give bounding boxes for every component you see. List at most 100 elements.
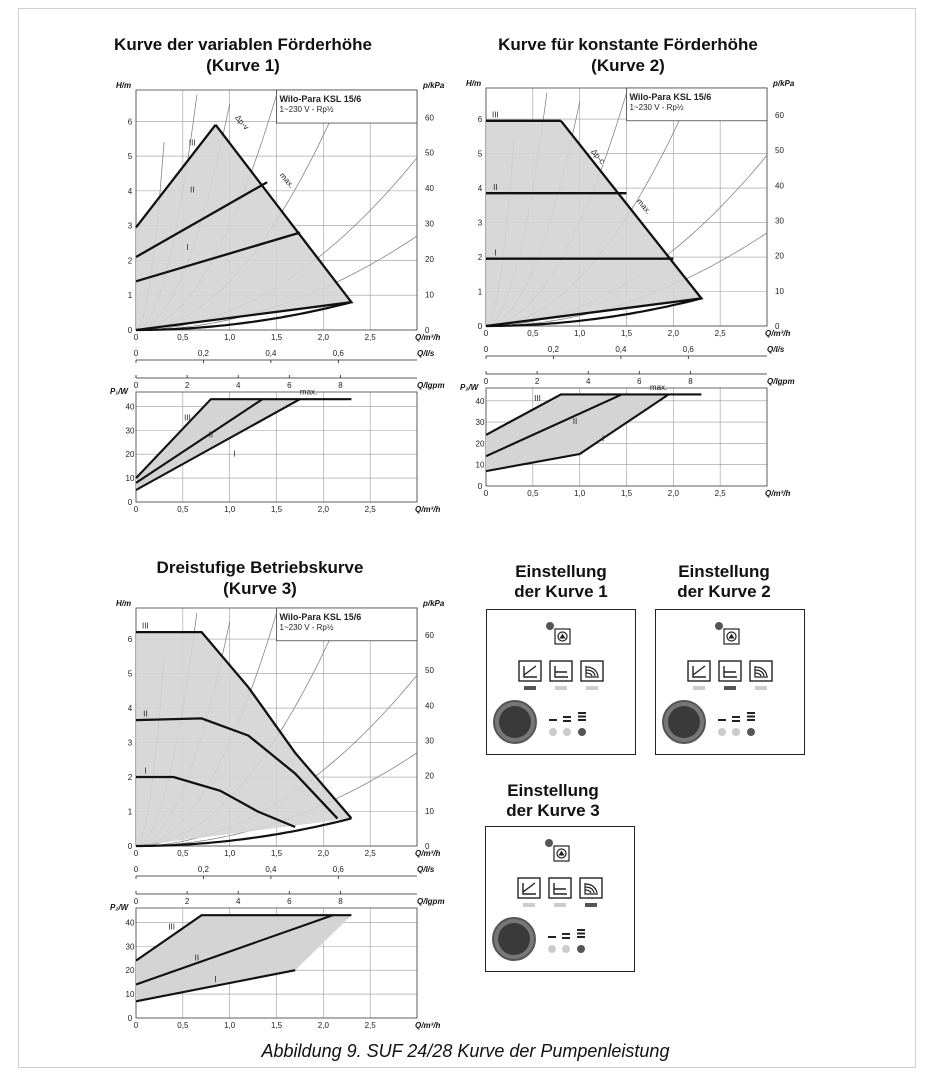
x-tick-label: 0 xyxy=(134,333,139,342)
control-knob-center xyxy=(668,706,700,738)
stage-2-mark xyxy=(563,716,571,718)
power-series-II xyxy=(135,398,263,484)
w-tick-label: 40 xyxy=(126,402,135,411)
gpm-tick-label: 6 xyxy=(287,897,292,906)
mode-button-2 xyxy=(718,660,742,682)
panel-graphic xyxy=(662,622,773,744)
gpm-tick-label: 0 xyxy=(484,377,489,386)
x-tick-label: 1,0 xyxy=(574,329,586,338)
power-x-tick-label: 1,0 xyxy=(224,505,236,514)
w-tick-label: 0 xyxy=(128,1014,133,1023)
x-tick-label: 1,0 xyxy=(224,849,236,858)
ls-tick-label: 0,2 xyxy=(198,349,210,358)
pump-spec: 1~230 V - Rp½ xyxy=(280,105,334,114)
power-x-tick-label: 0 xyxy=(134,1021,139,1030)
x-tick-label: 0,5 xyxy=(177,849,189,858)
stage-1-mark xyxy=(548,936,556,938)
stage-3-mark xyxy=(577,936,585,938)
x-tick-label: 2,0 xyxy=(668,329,680,338)
setting-panel-1 xyxy=(486,609,636,755)
ls-tick-label: 0,2 xyxy=(198,865,210,874)
power-series-III xyxy=(135,914,352,962)
kpa-tick-label: 40 xyxy=(775,181,784,190)
w-tick-label: 10 xyxy=(476,461,485,470)
x-tick-label: 1,5 xyxy=(621,329,633,338)
w-tick-label: 20 xyxy=(476,439,485,448)
stage-2-mark xyxy=(563,720,571,722)
power-q-axis-label: Q/m³/h xyxy=(765,489,790,498)
power-stage-label-II: II xyxy=(209,430,213,439)
power-x-tick-label: 0 xyxy=(134,505,139,514)
constant-pressure-icon xyxy=(553,883,567,895)
w-tick-label: 30 xyxy=(476,418,485,427)
h-tick-label: 3 xyxy=(128,222,133,231)
stage-led-2 xyxy=(562,945,570,953)
kpa-tick-label: 50 xyxy=(775,146,784,155)
stage-label-I: I xyxy=(494,248,496,257)
chart2-title: Kurve für konstante Förderhöhe (Kurve 2) xyxy=(498,35,758,75)
power-q-axis-label: Q/m³/h xyxy=(415,1021,440,1030)
series-I xyxy=(136,775,296,829)
kpa-tick-label: 10 xyxy=(775,287,784,296)
power-x-tick-label: 0,5 xyxy=(177,505,189,514)
stage-2-mark xyxy=(732,720,740,722)
stage-3-mark xyxy=(578,715,586,718)
stage-1-mark xyxy=(718,719,726,721)
kpa-tick-label: 50 xyxy=(425,149,434,158)
stage-3-mark xyxy=(747,719,755,721)
series-I xyxy=(135,231,301,283)
pump-symbol-arrow xyxy=(728,633,735,639)
pump-spec: 1~230 V - Rp½ xyxy=(280,623,334,632)
h-axis-label: H/m xyxy=(466,80,481,88)
stage-label-II: II xyxy=(143,710,147,719)
w-tick-label: 10 xyxy=(126,474,135,483)
kpa-tick-label: 0 xyxy=(425,326,430,335)
w-tick-label: 30 xyxy=(126,426,135,435)
h-tick-label: 3 xyxy=(128,739,133,748)
figure-frame xyxy=(18,8,916,1068)
power-series-III xyxy=(485,393,702,436)
min-curve xyxy=(136,817,352,848)
stage-led-1 xyxy=(718,728,726,736)
ls-tick-label: 0,6 xyxy=(683,345,695,354)
stage-led-1 xyxy=(549,728,557,736)
operating-region xyxy=(136,632,352,846)
h-tick-label: 3 xyxy=(478,219,483,228)
kpa-axis-label: p/kPa xyxy=(772,80,795,88)
setting3-title: Einstellung der Kurve 3 xyxy=(506,781,600,820)
setting1-title: Einstellung der Kurve 1 xyxy=(514,562,608,601)
panel-graphic xyxy=(492,839,603,961)
kpa-tick-label: 40 xyxy=(425,184,434,193)
ls-axis-label: Q/l/s xyxy=(767,345,785,354)
stage-3-mark xyxy=(577,929,585,931)
gpm-tick-label: 6 xyxy=(637,377,642,386)
h-tick-label: 2 xyxy=(128,773,133,782)
power-x-tick-label: 2,5 xyxy=(365,505,377,514)
gpm-tick-label: 6 xyxy=(287,381,292,390)
stage-label-III: III xyxy=(189,139,196,148)
power-x-tick-label: 1,5 xyxy=(271,1021,283,1030)
power-series-I xyxy=(485,393,670,473)
stage-2-mark xyxy=(732,716,740,718)
power-axis-label: P₂/W xyxy=(460,383,480,392)
mode-indicator-2 xyxy=(724,686,736,690)
stage-3-mark xyxy=(577,932,585,935)
three-stage-icon xyxy=(584,883,598,895)
power-stage-label-III: III xyxy=(184,414,191,423)
kpa-tick-label: 10 xyxy=(425,291,434,300)
stage-label-I: I xyxy=(144,767,146,776)
kpa-tick-label: 60 xyxy=(425,631,434,640)
gpm-tick-label: 2 xyxy=(185,381,190,390)
ls-tick-label: 0,4 xyxy=(265,349,277,358)
stage-label-II: II xyxy=(190,186,194,195)
series-II xyxy=(135,181,268,258)
series-III xyxy=(136,630,353,820)
h-tick-label: 0 xyxy=(128,842,133,851)
power-stage-label-II: II xyxy=(195,954,199,963)
w-tick-label: 20 xyxy=(126,450,135,459)
gpm-axis-label: Q/Igpm xyxy=(417,897,445,906)
power-max-label: max. xyxy=(300,387,317,396)
power-x-tick-label: 0,5 xyxy=(177,1021,189,1030)
stage-led-3 xyxy=(578,728,586,736)
series-III xyxy=(135,124,217,229)
